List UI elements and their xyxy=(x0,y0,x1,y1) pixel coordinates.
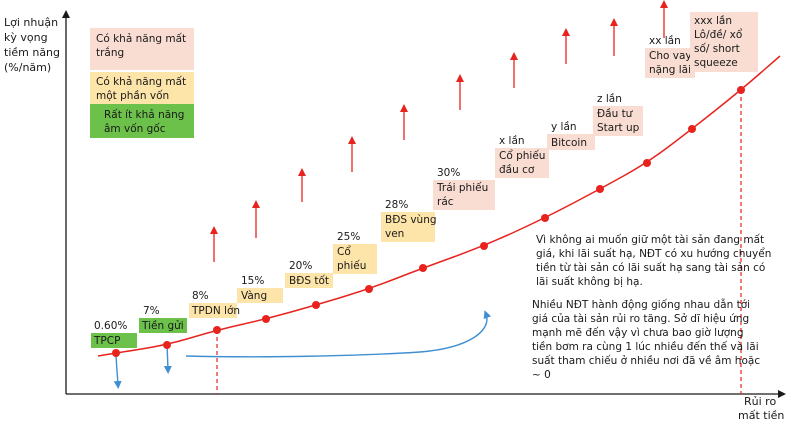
asset-name-co-phieu: Cổ phiếu xyxy=(337,245,366,272)
legend-swatch-total-loss xyxy=(90,28,194,70)
asset-box-bds-tot xyxy=(285,273,333,288)
asset-value-co-phieu: 25% xyxy=(337,231,360,243)
legend-label-low-risk: Rất ít khả năng âm vốn gốc xyxy=(104,109,188,135)
asset-value-co-phieu-dau-co: x lần xyxy=(499,135,525,147)
asset-point-cho-vay-nang-lai: xx lần Cho vay nặng lãi xyxy=(645,35,695,78)
asset-box-co-phieu-dau-co xyxy=(495,148,549,178)
curve-point-4 xyxy=(312,301,320,309)
legend-label-partial-loss: Có khả năng mất một phần vốn xyxy=(96,76,189,102)
arrow-layer xyxy=(210,0,668,262)
asset-name-bitcoin: Bitcoin xyxy=(551,137,587,149)
asset-box-tpcp xyxy=(91,333,137,348)
asset-box-cho-vay-nang-lai xyxy=(645,48,695,78)
curve-point-6 xyxy=(419,264,427,272)
asset-point-trai-phieu-rac: 30% Trái phiếu rác xyxy=(433,167,495,210)
curve-point-8 xyxy=(541,214,549,222)
asset-value-tpdn: 8% xyxy=(192,290,209,302)
asset-name-cho-vay-nang-lai: Cho vay nặng lãi xyxy=(649,50,695,76)
asset-box-trai-phieu-rac xyxy=(433,180,495,210)
asset-value-vang: 15% xyxy=(241,275,264,287)
asset-point-bitcoin: y lần Bitcoin xyxy=(547,121,595,150)
annotation-rate-cut: Vì không ai muốn giữ một tài sản đang mấ… xyxy=(536,234,775,288)
curve-point-1 xyxy=(163,341,171,349)
curve-point-12 xyxy=(737,86,745,94)
asset-point-start-up: z lần Đầu tư Start up xyxy=(593,93,643,136)
curve-point-9 xyxy=(596,185,604,193)
asset-name-co-phieu-dau-co: Cổ phiếu đầu cơ xyxy=(499,149,549,176)
asset-name-lo-de: xxx lần Lô/đề/ xổ số/ short squeeze xyxy=(694,15,746,69)
money-flow-arrow xyxy=(185,310,492,358)
down-arrow-tpcp xyxy=(113,355,122,389)
asset-name-vang: Vàng xyxy=(241,290,267,302)
asset-value-trai-phieu-rac: 30% xyxy=(437,167,460,179)
asset-value-bds-vung-ven: 28% xyxy=(385,199,408,211)
asset-point-tien-gui: 7% Tiền gửi xyxy=(139,305,187,333)
asset-name-bds-tot: BĐS tốt xyxy=(289,275,329,287)
asset-point-vang: 15% Vàng xyxy=(237,275,283,303)
asset-value-start-up: z lần xyxy=(597,93,622,105)
asset-point-co-phieu-dau-co: x lần Cổ phiếu đầu cơ xyxy=(495,135,549,178)
curve-point-11 xyxy=(688,125,696,133)
asset-box-bds-vung-ven xyxy=(381,212,435,242)
asset-value-tien-gui: 7% xyxy=(143,305,160,317)
curve-point-0 xyxy=(112,349,120,357)
asset-name-tpdn: TPDN lớn xyxy=(191,305,240,317)
asset-point-lo-de: xxx lần Lô/đề/ xổ số/ short squeeze xyxy=(690,12,758,72)
asset-value-bitcoin: y lần xyxy=(551,121,577,133)
asset-box-tpdn xyxy=(189,303,237,318)
x-axis-label: Rủi ro mất tiền xyxy=(738,395,784,422)
asset-point-tpcp: 0.60% TPCP xyxy=(91,320,137,348)
curve-point-10 xyxy=(643,159,651,167)
legend-swatch-low-risk xyxy=(90,104,194,138)
curve-point-5 xyxy=(365,285,373,293)
asset-point-bds-vung-ven: 28% BĐS vùng ven xyxy=(381,199,440,242)
legend-label-total-loss: Có khả năng mất trắng xyxy=(96,33,189,59)
asset-name-bds-vung-ven: BĐS vùng ven xyxy=(385,214,440,240)
asset-point-co-phieu: 25% Cổ phiếu xyxy=(333,231,377,274)
y-axis-label: Lợi nhuận kỳ vọng tiềm năng (%/năm) xyxy=(4,16,64,74)
curve-point-7 xyxy=(480,242,488,250)
asset-box-tien-gui xyxy=(139,318,187,333)
legend: Có khả năng mất trắng Có khả năng mất mộ… xyxy=(90,28,194,138)
asset-value-bds-tot: 20% xyxy=(289,260,312,272)
asset-name-tpcp: TPCP xyxy=(93,335,120,347)
asset-box-start-up xyxy=(593,106,643,136)
legend-swatch-partial-loss xyxy=(90,72,194,104)
asset-point-tpdn: 8% TPDN lớn xyxy=(189,290,240,318)
curve-point-3 xyxy=(262,315,270,323)
asset-name-start-up: Đầu tư Start up xyxy=(597,108,640,134)
asset-box-bitcoin xyxy=(547,134,595,150)
asset-name-trai-phieu-rac: Trái phiếu rác xyxy=(436,182,492,208)
curve-point-2 xyxy=(213,326,221,334)
asset-name-tien-gui: Tiền gửi xyxy=(141,320,184,332)
asset-box-co-phieu xyxy=(333,244,377,274)
annotation-herd-effect: Nhiều NĐT hành động giống nhau dẫn tới g… xyxy=(532,298,763,381)
asset-point-bds-tot: 20% BĐS tốt xyxy=(285,260,333,288)
asset-value-tpcp: 0.60% xyxy=(94,320,127,332)
point-layer xyxy=(112,86,745,357)
asset-box-lo-de xyxy=(690,12,758,72)
asset-value-cho-vay-nang-lai: xx lần xyxy=(649,35,681,47)
asset-box-vang xyxy=(237,288,283,303)
